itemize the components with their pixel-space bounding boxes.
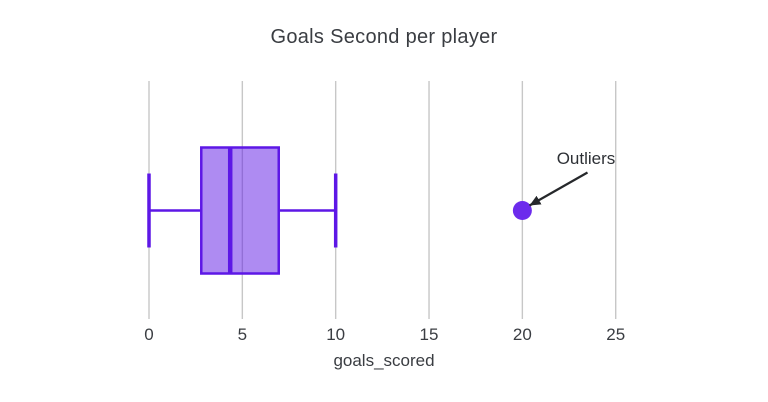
chart-title: Goals Second per player	[270, 26, 498, 48]
x-axis-label: goals_scored	[333, 351, 435, 370]
x-tick-label: 20	[513, 325, 532, 344]
box	[200, 146, 280, 275]
x-tick-label: 5	[238, 325, 247, 344]
annotation-layer	[528, 171, 589, 207]
outliers-annotation-label: Outliers	[556, 149, 616, 168]
outlier-point	[512, 201, 532, 220]
x-tick-label: 15	[420, 325, 439, 344]
grid-layer: 0 5 10 15 20 25	[144, 81, 625, 344]
x-tick-label: 0	[144, 325, 153, 344]
box-layer	[147, 146, 532, 275]
x-tick-label: 25	[606, 325, 625, 344]
annotation-arrow	[528, 171, 589, 207]
x-tick-label: 10	[326, 325, 345, 344]
